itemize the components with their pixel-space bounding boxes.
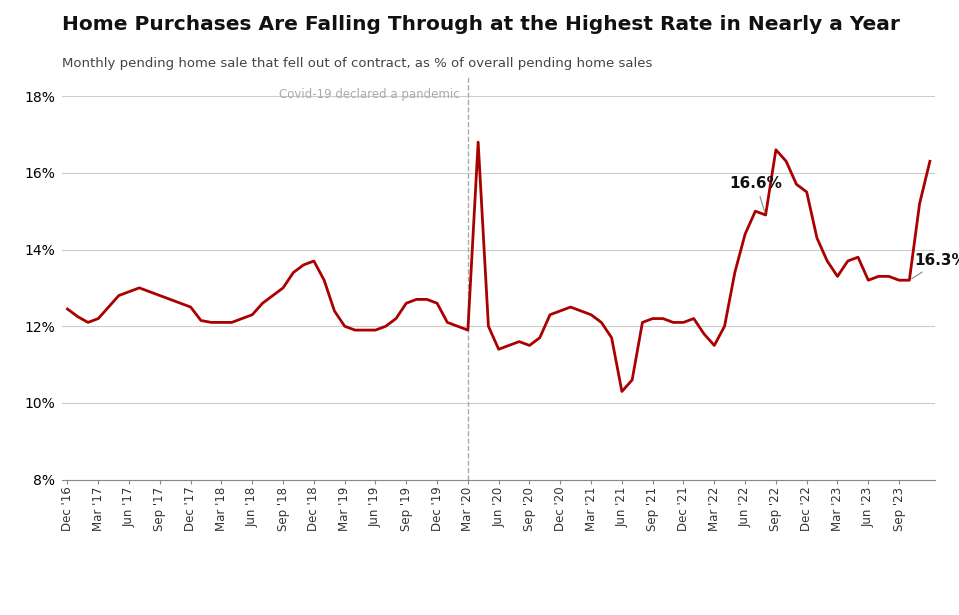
Text: 16.6%: 16.6%: [730, 176, 783, 212]
Text: Covid-19 declared a pandemic: Covid-19 declared a pandemic: [279, 89, 459, 101]
Text: Monthly pending home sale that fell out of contract, as % of overall pending hom: Monthly pending home sale that fell out …: [62, 57, 653, 69]
Text: Home Purchases Are Falling Through at the Highest Rate in Nearly a Year: Home Purchases Are Falling Through at th…: [62, 15, 901, 34]
Text: 16.3%: 16.3%: [912, 253, 959, 279]
